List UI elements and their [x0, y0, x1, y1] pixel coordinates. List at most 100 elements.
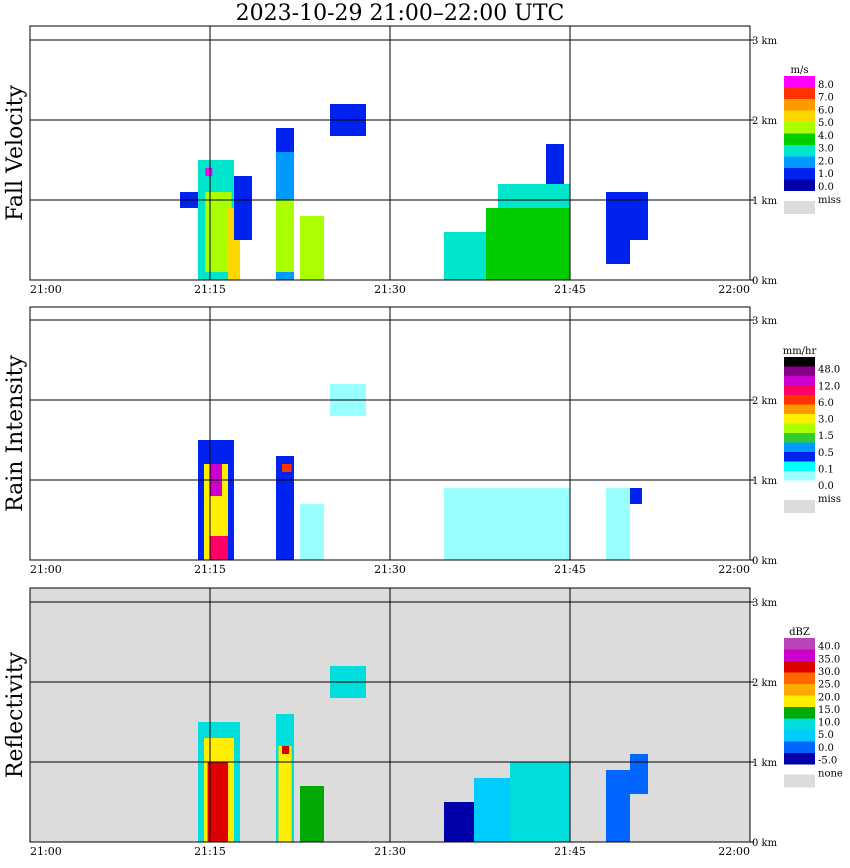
x-tick-label: 21:30 — [374, 283, 406, 296]
legend-label: 7.0 — [818, 93, 834, 104]
x-tick-label: 22:00 — [718, 845, 750, 858]
legend-unit: m/s — [791, 65, 809, 76]
legend-swatch — [784, 122, 815, 134]
x-tick-label: 21:30 — [374, 845, 406, 858]
plot-frame — [29, 25, 751, 281]
data-cell — [234, 176, 252, 240]
x-tick-label: 21:00 — [30, 845, 62, 858]
y-tick-label: 2 km — [752, 396, 778, 407]
data-cell — [444, 232, 486, 280]
data-cell — [282, 746, 290, 754]
y-tick-label: 1 km — [752, 476, 778, 487]
data-cell — [630, 192, 648, 240]
legend-label: 35.0 — [818, 654, 840, 665]
data-cell — [205, 168, 213, 176]
data-cell — [276, 456, 294, 560]
legend-label: 25.0 — [818, 680, 840, 691]
data-cell — [630, 754, 648, 794]
legend-swatch — [784, 741, 815, 753]
legend-swatch — [784, 145, 815, 157]
legend-label: 3.0 — [818, 415, 834, 426]
data-cell — [210, 536, 228, 560]
legend-swatch — [784, 395, 815, 405]
legend-swatch — [784, 133, 815, 145]
legend-swatch — [784, 461, 815, 471]
legend-label: 2.0 — [818, 156, 834, 167]
legend-swatch — [784, 404, 815, 414]
x-tick-label: 21:30 — [374, 563, 406, 576]
data-cell — [300, 216, 324, 280]
x-tick-label: 21:00 — [30, 283, 62, 296]
legend-swatch — [784, 366, 815, 376]
legend-label: 3.0 — [818, 144, 834, 155]
data-cell — [276, 128, 294, 152]
legend-swatch — [784, 753, 815, 765]
data-cell — [552, 192, 570, 280]
legend-swatch — [784, 376, 815, 386]
legend-swatch — [784, 661, 815, 673]
data-cell — [546, 144, 564, 184]
data-cell — [486, 208, 552, 280]
legend-label: 48.0 — [818, 365, 840, 376]
data-cell — [278, 746, 292, 842]
y-tick-label: 3 km — [752, 36, 778, 47]
legend-swatch — [784, 730, 815, 742]
data-cell — [276, 200, 294, 272]
legend-label: 1.0 — [818, 169, 834, 180]
legend-label: 0.1 — [818, 464, 834, 475]
y-tick-label: 0 km — [752, 276, 778, 287]
x-tick-label: 21:15 — [194, 283, 226, 296]
legend-label: 0.0 — [818, 182, 834, 193]
data-cell — [444, 488, 570, 560]
y-tick-label: 1 km — [752, 196, 778, 207]
legend-label: 0.0 — [818, 481, 834, 492]
y-tick-label: 3 km — [752, 598, 778, 609]
legend-label: 15.0 — [818, 705, 840, 716]
legend-swatch — [784, 649, 815, 661]
legend-label: 30.0 — [818, 667, 840, 678]
legend-label-missing: miss — [818, 195, 841, 206]
legend-label: 5.0 — [818, 730, 834, 741]
data-cell — [630, 488, 642, 504]
legend-swatch — [784, 110, 815, 122]
legend-swatch — [784, 452, 815, 462]
legend-label: 6.0 — [818, 398, 834, 409]
legend-swatch — [784, 638, 815, 650]
legend-label: 10.0 — [818, 718, 840, 729]
data-cell — [606, 488, 630, 560]
legend-swatch — [784, 684, 815, 696]
data-cell — [300, 786, 324, 842]
legend-swatch — [784, 707, 815, 719]
legend-label-missing: none — [818, 769, 843, 780]
legend-swatch — [784, 156, 815, 168]
legend-swatch — [784, 168, 815, 180]
legend-swatch-missing — [784, 201, 815, 214]
y-axis-label: Rain Intensity — [3, 354, 28, 511]
legend-swatch — [784, 87, 815, 99]
legend-label: -5.0 — [818, 756, 837, 767]
y-tick-label: 3 km — [752, 316, 778, 327]
legend-label: 0.5 — [818, 448, 834, 459]
legend-swatch — [784, 442, 815, 452]
data-cell — [282, 464, 292, 472]
legend-swatch — [784, 76, 815, 88]
legend-swatch — [784, 357, 815, 367]
legend-label: 20.0 — [818, 692, 840, 703]
legend-swatch — [784, 480, 815, 490]
legend-swatch-missing — [784, 774, 815, 788]
data-cell — [606, 192, 630, 264]
legend-swatch — [784, 423, 815, 433]
legend-swatch — [784, 695, 815, 707]
x-tick-label: 22:00 — [718, 283, 750, 296]
x-tick-label: 21:15 — [194, 845, 226, 858]
data-cell — [205, 192, 232, 272]
legend-swatch-missing — [784, 500, 815, 513]
data-cell — [300, 504, 324, 560]
legend-swatch — [784, 99, 815, 111]
legend-label: 1.5 — [818, 431, 834, 442]
legend-label: 4.0 — [818, 131, 834, 142]
data-cell — [606, 770, 630, 842]
y-tick-label: 1 km — [752, 758, 778, 769]
x-tick-label: 21:15 — [194, 563, 226, 576]
